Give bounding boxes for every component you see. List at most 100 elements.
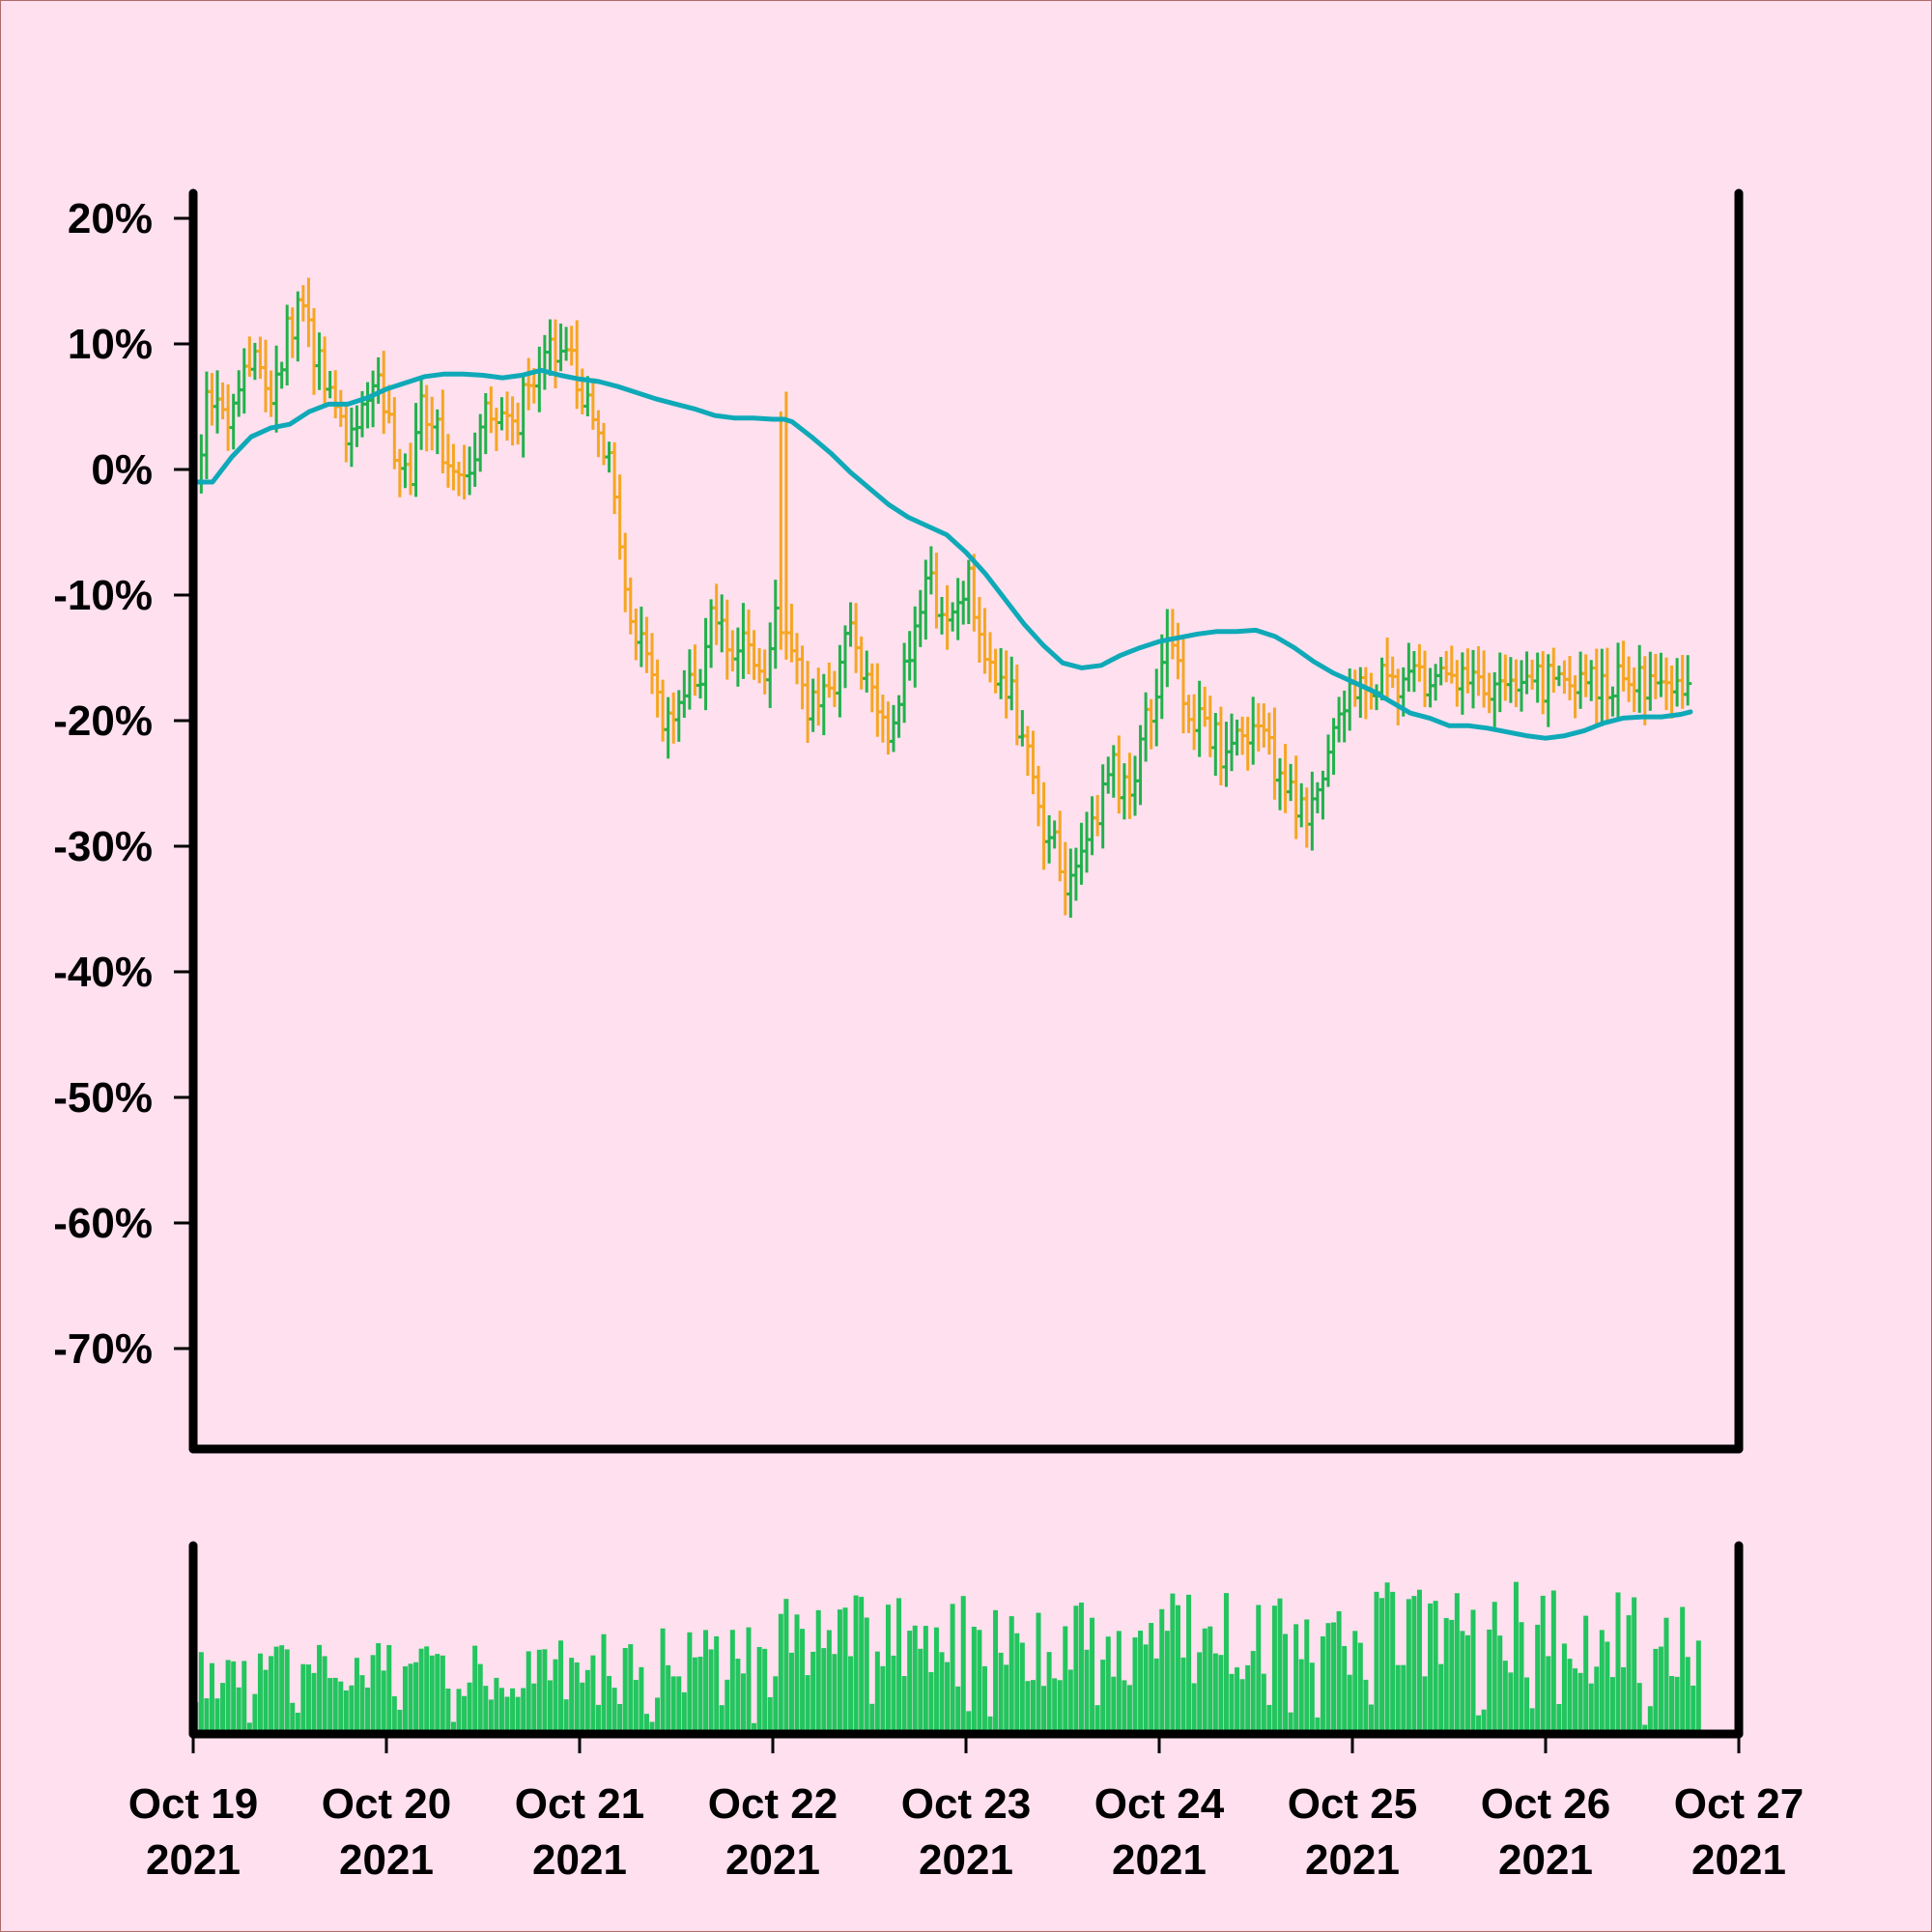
volume-bar: [450, 1721, 456, 1734]
volume-bar: [923, 1626, 928, 1734]
ohlc-bar: [1646, 651, 1655, 711]
ohlc-bar: [1260, 703, 1268, 748]
ohlc-bar: [1120, 763, 1128, 820]
ohlc-bar: [417, 379, 426, 450]
ohlc-bar: [1458, 652, 1466, 715]
volume-bar: [971, 1626, 977, 1734]
volume-bar: [1357, 1642, 1363, 1734]
volume-bar: [1046, 1652, 1052, 1734]
ohlc-bar: [1474, 645, 1483, 696]
ohlc-bar: [1264, 712, 1273, 755]
volume-bar: [1105, 1636, 1111, 1734]
ohlc-bar: [218, 382, 227, 420]
ohlc-bar: [390, 397, 399, 469]
ohlc-bar: [1125, 753, 1134, 819]
ohlc-bar: [374, 356, 383, 404]
x-tick-label-date: Oct 21: [515, 1780, 645, 1828]
volume-bar: [740, 1673, 746, 1734]
volume-bar: [290, 1702, 296, 1734]
ohlc-bars: [191, 277, 1692, 919]
volume-bar: [569, 1658, 575, 1734]
volume-bar: [1100, 1660, 1106, 1734]
ohlc-bar: [814, 668, 823, 726]
ohlc-bar: [1415, 643, 1424, 682]
volume-bar: [584, 1669, 590, 1734]
volume-bar: [295, 1712, 300, 1734]
volume-bar: [1642, 1724, 1648, 1734]
volume-bar: [1685, 1657, 1690, 1734]
ohlc-bar: [552, 319, 559, 389]
volume-bar: [1406, 1599, 1411, 1734]
ohlc-bar: [363, 382, 372, 429]
volume-bar: [1057, 1680, 1063, 1734]
ohlc-bar: [707, 599, 716, 668]
volume-bar: [735, 1659, 741, 1734]
volume-bar: [1116, 1631, 1122, 1734]
volume-bar: [472, 1645, 478, 1734]
volume-bar: [643, 1714, 649, 1734]
moving-average-layer: [190, 367, 1693, 741]
volume-bar: [424, 1646, 430, 1734]
volume-bar: [1250, 1651, 1256, 1734]
ohlc-bar: [980, 608, 989, 674]
ohlc-bar: [664, 696, 672, 759]
ohlc-bar: [932, 553, 941, 629]
volume-bar: [1658, 1646, 1663, 1734]
volume-bar: [1180, 1657, 1186, 1734]
volume-bar: [1090, 1617, 1095, 1734]
volume-bar: [204, 1698, 210, 1734]
volume-bar: [752, 1722, 757, 1734]
volume-bar: [611, 1688, 617, 1734]
ohlc-bar: [1442, 650, 1451, 683]
volume-bar: [1577, 1672, 1583, 1734]
ohlc-bar: [852, 603, 861, 673]
volume-bar: [327, 1678, 333, 1734]
ohlc-bar: [277, 361, 286, 389]
volume-bar: [1153, 1658, 1159, 1734]
ohlc-bar: [224, 384, 233, 451]
ohlc-bar: [857, 636, 866, 690]
volume-bar: [504, 1696, 510, 1734]
y-tick-label: -40%: [53, 949, 153, 996]
volume-bar: [1315, 1717, 1321, 1734]
volume-bar: [242, 1661, 247, 1734]
x-tick-label-year: 2021: [1691, 1836, 1786, 1884]
volume-bar: [628, 1644, 634, 1734]
volume-bar: [681, 1691, 687, 1734]
volume-bar: [955, 1686, 961, 1734]
ohlc-bar: [830, 670, 838, 707]
volume-bar: [670, 1676, 676, 1734]
volume-bar: [655, 1697, 661, 1734]
volume-bar: [236, 1687, 242, 1734]
volume-bar: [273, 1646, 279, 1734]
ohlc-bar: [1361, 667, 1370, 720]
ohlc-bar: [433, 409, 441, 455]
volume-bar: [601, 1634, 607, 1734]
ohlc-bar: [326, 370, 334, 399]
volume-bar: [724, 1679, 730, 1734]
ohlc-bar: [492, 408, 500, 451]
ohlc-bar: [476, 413, 485, 472]
volume-bar: [429, 1655, 435, 1734]
x-tick-label-year: 2021: [532, 1836, 627, 1884]
ohlc-bar: [1436, 657, 1445, 686]
ohlc-bar: [1383, 637, 1392, 699]
ohlc-bar: [1539, 651, 1548, 715]
ohlc-bar: [395, 448, 404, 497]
volume-bar: [1690, 1685, 1696, 1734]
volume-bar: [1239, 1679, 1245, 1734]
ohlc-bar: [1566, 656, 1574, 700]
volume-bar: [805, 1675, 810, 1734]
ohlc-bar: [1270, 707, 1279, 800]
volume-bar: [220, 1683, 226, 1734]
ohlc-bar: [926, 546, 935, 595]
ohlc-bar: [916, 589, 924, 647]
volume-bar: [945, 1662, 951, 1734]
ohlc-bar: [611, 441, 619, 515]
volume-bar: [1271, 1605, 1277, 1734]
ohlc-bar: [1453, 660, 1462, 707]
volume-bar: [376, 1643, 382, 1734]
volume-bar: [880, 1665, 886, 1734]
volume-bar: [1529, 1708, 1535, 1734]
ohlc-bar: [1608, 686, 1617, 717]
